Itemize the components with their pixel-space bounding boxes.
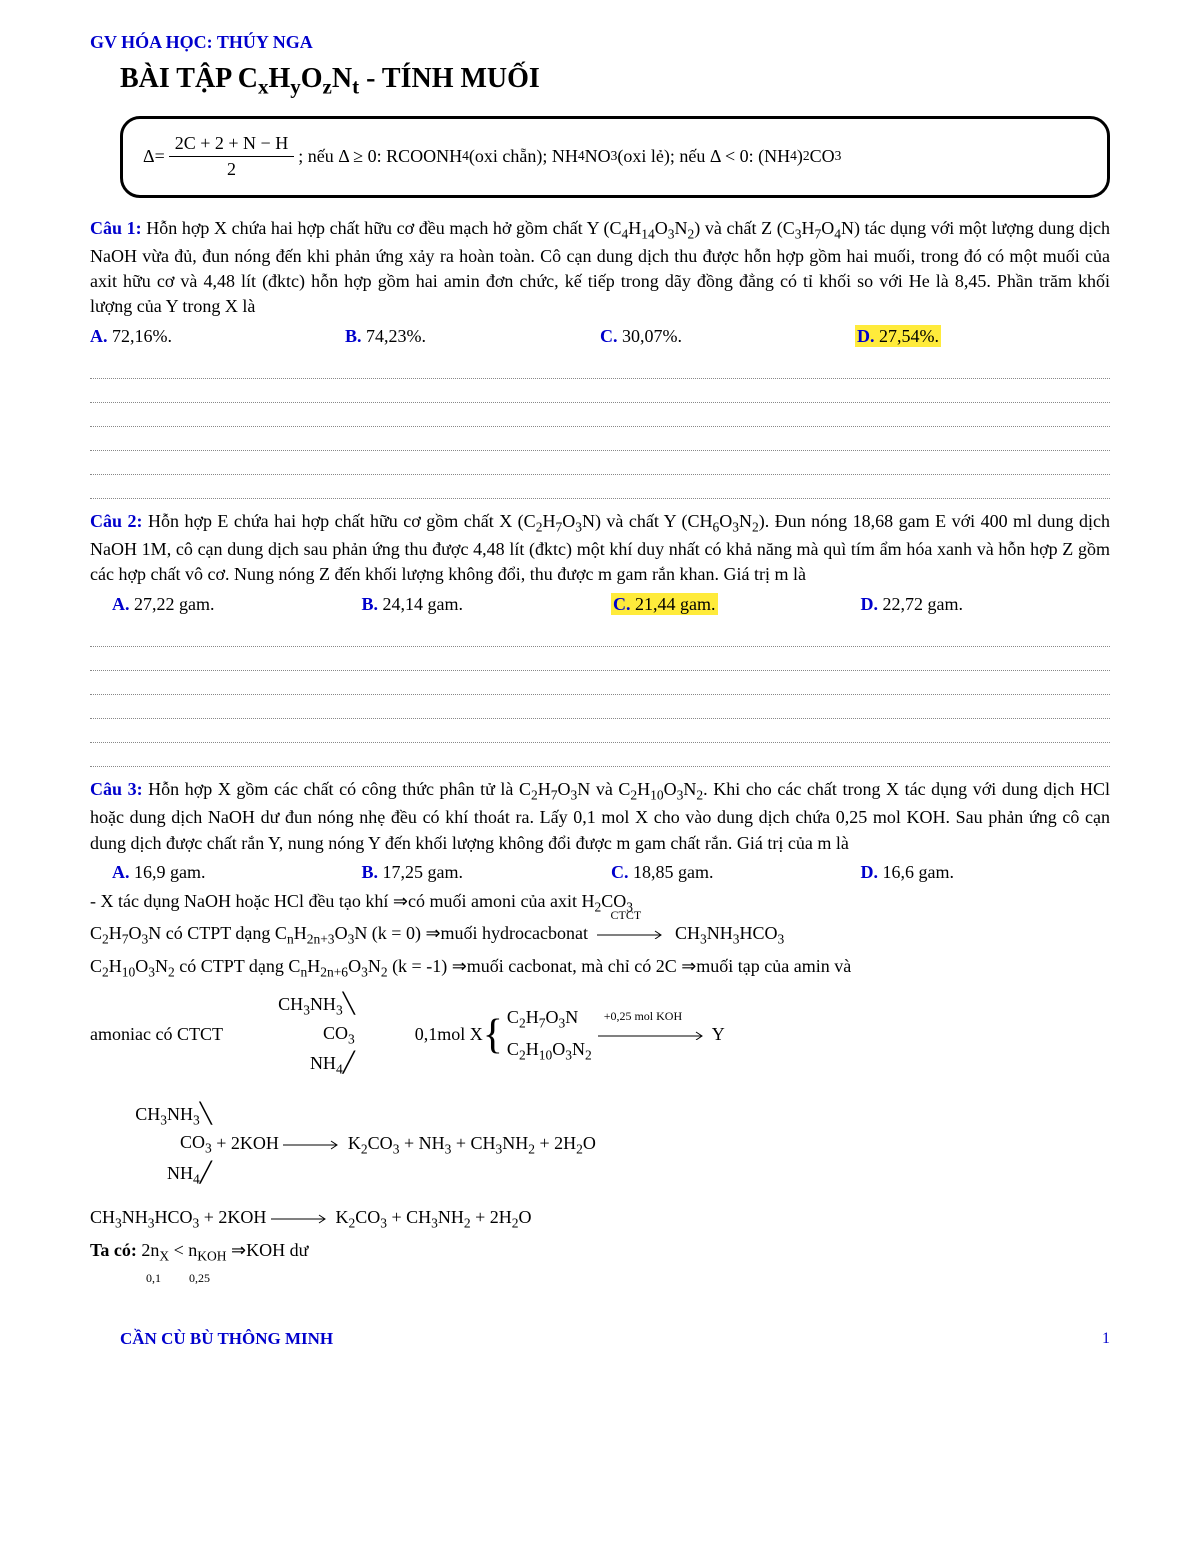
q3-ans-c: C. 18,85 gam. <box>611 860 861 885</box>
footer-motto: CẦN CÙ BÙ THÔNG MINH <box>120 1327 333 1351</box>
question-3: Câu 3: Hỗn hợp X gồm các chất có công th… <box>90 777 1110 856</box>
page-number: 1 <box>1102 1328 1110 1350</box>
q2-work-lines <box>90 623 1110 767</box>
q1-ans-a: A. 72,16%. <box>90 324 345 349</box>
page-title: BÀI TẬP CxHyOzNt - TÍNH MUỐI <box>120 59 1110 102</box>
q1-ans-b: B. 74,23%. <box>345 324 600 349</box>
q2-ans-a: A. 27,22 gam. <box>112 592 362 617</box>
q1-label: Câu 1: <box>90 218 142 238</box>
teacher-name: GV HÓA HỌC: THÚY NGA <box>90 30 1110 55</box>
q3-answers: A. 16,9 gam. B. 17,25 gam. C. 18,85 gam.… <box>112 860 1110 885</box>
q3-ans-b: B. 17,25 gam. <box>362 860 612 885</box>
question-2: Câu 2: Hỗn hợp E chứa hai hợp chất hữu c… <box>90 509 1110 588</box>
q1-work-lines <box>90 355 1110 499</box>
q1-ans-c: C. 30,07%. <box>600 324 855 349</box>
q2-ans-c: C. 21,44 gam. <box>611 592 861 617</box>
q3-solution: - X tác dụng NaOH hoặc HCl đều tạo khí ⇒… <box>90 889 1110 1287</box>
q2-ans-b: B. 24,14 gam. <box>362 592 612 617</box>
formula-box: Δ= 2C + 2 + N − H2 ; nếu Δ ≥ 0: RCOONH4 … <box>120 116 1110 197</box>
q1-ans-d: D. 27,54%. <box>855 324 1110 349</box>
q3-ans-a: A. 16,9 gam. <box>112 860 362 885</box>
q3-label: Câu 3: <box>90 779 143 799</box>
page-footer: CẦN CÙ BÙ THÔNG MINH 1 <box>90 1327 1110 1351</box>
q1-answers: A. 72,16%. B. 74,23%. C. 30,07%. D. 27,5… <box>90 324 1110 349</box>
q2-ans-d: D. 22,72 gam. <box>861 592 1111 617</box>
q2-label: Câu 2: <box>90 511 142 531</box>
question-1: Câu 1: Hỗn hợp X chứa hai hợp chất hữu c… <box>90 216 1110 320</box>
q3-ans-d: D. 16,6 gam. <box>861 860 1111 885</box>
q2-answers: A. 27,22 gam. B. 24,14 gam. C. 21,44 gam… <box>112 592 1110 617</box>
